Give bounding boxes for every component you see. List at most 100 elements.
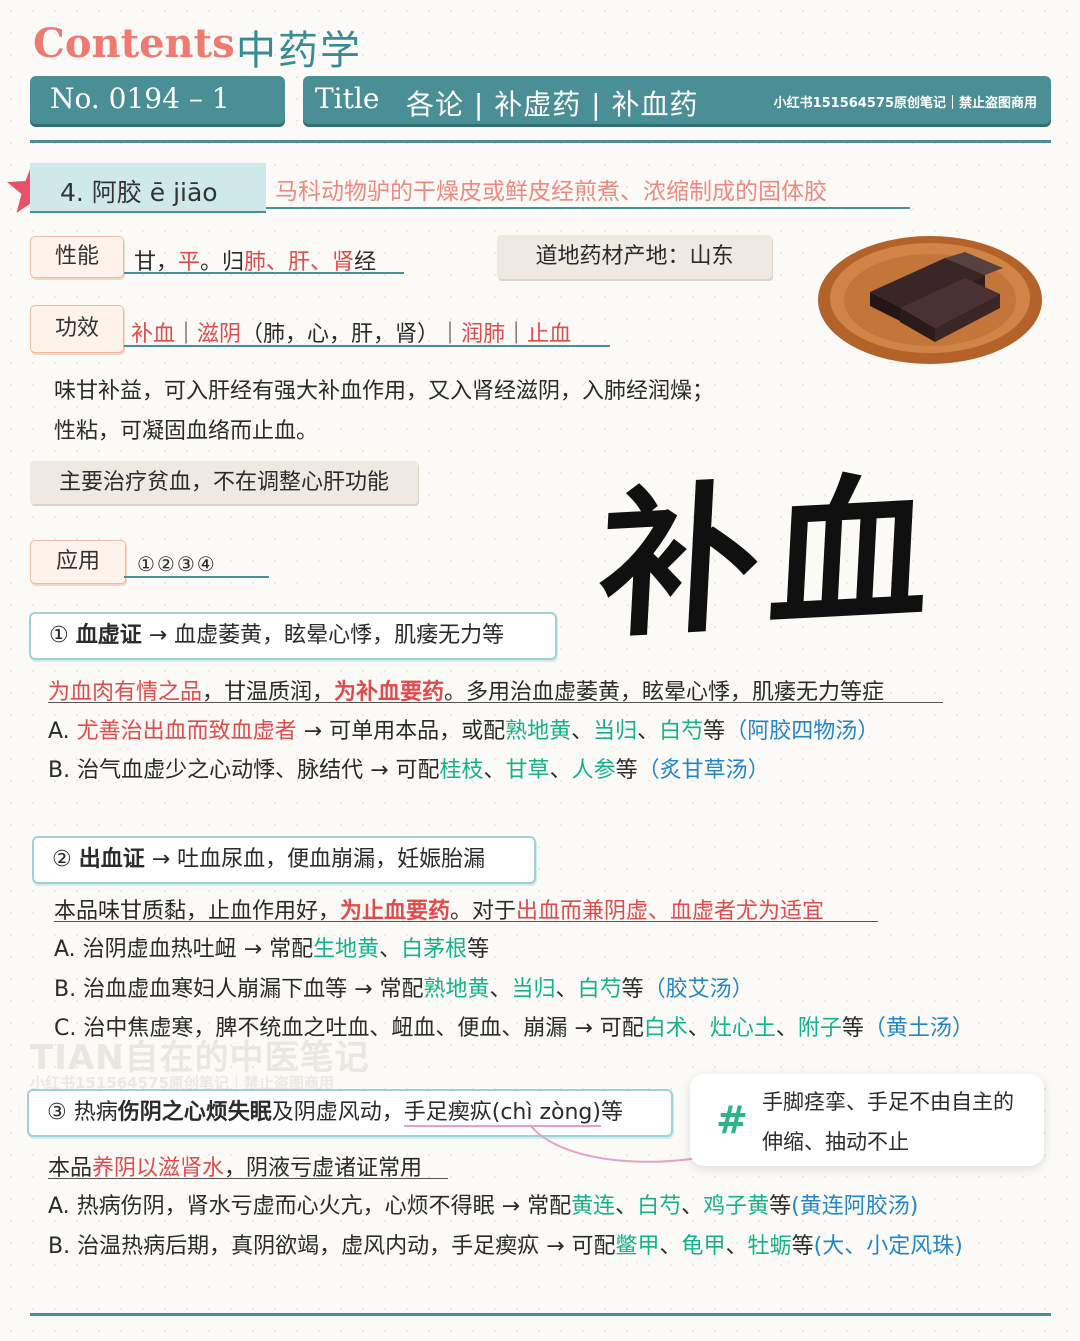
s2b-part: 、 xyxy=(555,977,578,1002)
s2b-part: 、 xyxy=(489,977,512,1002)
s3a-part: A. 热病伤阴，肾水亏虚而心火亢，心烦不得眠 → 常配 xyxy=(48,1194,572,1219)
s1b-part: B. 治气血虚少之心动悸、脉结代 → 可配 xyxy=(48,758,440,783)
properties-underline xyxy=(124,272,404,274)
hash-icon: # xyxy=(716,1098,748,1142)
properties-label: 性能 xyxy=(30,236,124,278)
s3a-part: 、 xyxy=(615,1194,638,1219)
description-line: 味甘补益，可入肝经有强大补血作用，又入肾经滋阴，入肺经润燥； xyxy=(54,379,715,404)
s2b-part: B. 治血虚血寒妇人崩漏下血等 → 常配 xyxy=(54,977,424,1002)
applications-items: ①②③④ xyxy=(137,552,217,576)
prop-gui: 。归 xyxy=(200,250,245,275)
s2a-part: 、 xyxy=(379,937,402,962)
s2c-part: C. 治中焦虚寒，脾不统血之吐血、衄血、便血、崩漏 → 可配 xyxy=(54,1016,644,1041)
s2-intro-part: 。对于 xyxy=(450,899,517,924)
section2-name: 出血证 xyxy=(78,847,145,872)
efficacy-label: 功效 xyxy=(30,305,124,353)
s3b-part: 、 xyxy=(725,1234,748,1259)
efficacy-underline xyxy=(124,345,610,347)
prop-jing: 经 xyxy=(354,250,377,275)
section1-name: 血虚证 xyxy=(75,623,142,648)
title-text: 各论 | 补虚药 | 补血药 xyxy=(406,88,699,121)
calligraphy-text: 补血 xyxy=(594,453,945,661)
section3-end: 等 xyxy=(600,1100,623,1125)
herb-heading-box: 4. 阿胶 ē jiāo xyxy=(30,163,266,213)
s3a-part: 等 xyxy=(769,1194,792,1219)
section3-name: 伤阴之心烦失眠 xyxy=(117,1100,272,1125)
description-line: 性粘，可凝固血络而止血。 xyxy=(54,419,319,444)
contents-heading: Contents xyxy=(33,20,235,67)
s1a-herb: 白芍 xyxy=(659,719,704,744)
s3a-herb: 白芍 xyxy=(637,1194,682,1219)
applications-label: 应用 xyxy=(30,540,126,584)
s1b-herb: 桂枝 xyxy=(439,758,484,783)
s1-intro-part: 为补血要药 xyxy=(334,680,445,705)
efficacy-runfei: 润肺 xyxy=(461,322,506,347)
section3-term: 手足瘈疭(chì zòng) xyxy=(403,1100,601,1127)
efficacy-zhixue: 止血 xyxy=(527,322,572,347)
bottom-divider xyxy=(30,1313,1051,1316)
s1-intro-part: 。多用治血虚萎黄，眩晕心悸，肌痿无力等症 xyxy=(444,680,885,705)
ejiao-plate-image xyxy=(818,236,1042,364)
s1a-part: 尤善治出血而致血虚者 xyxy=(76,719,297,744)
title-label: Title xyxy=(315,82,380,115)
efficacy-sep: ｜ xyxy=(505,322,528,347)
s2c-part: 、 xyxy=(775,1016,798,1041)
s3a-formula: (黄连阿胶汤) xyxy=(791,1194,919,1219)
s2a-part: 等 xyxy=(467,937,490,962)
efficacy-ziyin: 滋阴 xyxy=(197,322,242,347)
s2c-herb: 白术 xyxy=(643,1016,688,1041)
section1-item-b: B. 治气血虚少之心动悸、脉结代 → 可配桂枝、甘草、人参等（炙甘草汤） xyxy=(48,752,770,784)
s2-intro-part: 出血而兼阴虚、血虚者尤为适宜 xyxy=(516,899,825,924)
section2-item-b: B. 治血虚血寒妇人崩漏下血等 → 常配熟地黄、当归、白芍等（胶艾汤） xyxy=(54,971,754,1003)
s2a-herb: 生地黄 xyxy=(313,937,380,962)
s2c-part: 、 xyxy=(687,1016,710,1041)
s3b-herb: 牡蛎 xyxy=(747,1234,792,1259)
section3-num: ③ 热病 xyxy=(47,1100,118,1125)
efficacy-text: 补血｜滋阴（肺，心，肝，肾）｜润肺｜止血 xyxy=(131,316,571,348)
applications-underline xyxy=(124,576,269,578)
s3b-herb: 鳖甲 xyxy=(615,1234,660,1259)
section1-intro: 为血肉有情之品，甘温质润，为补血要药。多用治血虚萎黄，眩晕心悸，肌痿无力等症 xyxy=(48,674,884,706)
s2b-herb: 白芍 xyxy=(577,977,622,1002)
title-bar: Title 各论 | 补虚药 | 补血药 小红书151564575原创笔记｜禁止… xyxy=(303,76,1051,124)
s1b-herb: 甘草 xyxy=(505,758,550,783)
watermark-title: TIAN自在的中医笔记 xyxy=(30,1038,370,1078)
tip-card: # 手脚痉挛、手足不由自主的伸缩、抽动不止 xyxy=(690,1074,1044,1166)
definition-underline xyxy=(266,207,910,209)
s1a-part: 、 xyxy=(571,719,594,744)
s2c-part: 等 xyxy=(841,1016,864,1041)
efficacy-buxue: 补血 xyxy=(131,322,176,347)
s3b-herb: 龟甲 xyxy=(681,1234,726,1259)
s1b-part: 等 xyxy=(615,758,638,783)
section2-item-a: A. 治阴虚血热吐衄 → 常配生地黄、白茅根等 xyxy=(54,931,489,963)
s3a-part: 、 xyxy=(681,1194,704,1219)
section2-intro: 本品味甘质黏，止血作用好，为止血要药。对于出血而兼阴虚、血虚者尤为适宜 xyxy=(54,893,824,925)
note-box: 主要治疗贫血，不在调整心肝功能 xyxy=(30,461,418,504)
copyright-notice: 小红书151564575原创笔记｜禁止盗图商用 xyxy=(773,96,1037,111)
prop-nature: 平 xyxy=(178,250,201,275)
description: 味甘补益，可入肝经有强大补血作用，又入肾经滋阴，入肺经润燥； 性粘，可凝固血络而… xyxy=(54,372,714,452)
s2b-formula: （胶艾汤） xyxy=(643,977,754,1002)
subject-title: 中药学 xyxy=(236,28,362,74)
s1-intro-part: ，甘温质润， xyxy=(202,680,335,705)
s3-intro-part: ，阴液亏虚诸证常用 xyxy=(224,1156,423,1181)
top-divider xyxy=(30,140,1051,143)
tip-text: 手脚痉挛、手足不由自主的伸缩、抽动不止 xyxy=(762,1090,1014,1154)
section2-heading-box: ② 出血证 → 吐血尿血，便血崩漏，妊娠胎漏 xyxy=(32,836,536,884)
s3b-formula: (大、小定风珠) xyxy=(813,1234,963,1259)
section2-intro-underline xyxy=(54,921,878,922)
s3-intro-part: 本品 xyxy=(48,1156,93,1181)
s2-intro-part: 本品味甘质黏，止血作用好， xyxy=(54,899,341,924)
origin-box: 道地药材产地：山东 xyxy=(497,235,772,279)
s3b-part: 、 xyxy=(659,1234,682,1259)
section1-intro-underline xyxy=(48,702,943,703)
section3-intro-underline xyxy=(48,1178,448,1179)
s1a-part: → 可单用本品，或配 xyxy=(296,719,506,744)
efficacy-organs: （肺，心，肝，肾）｜ xyxy=(241,322,462,347)
s3a-herb: 鸡子黄 xyxy=(703,1194,770,1219)
section2-num: ② xyxy=(52,847,79,872)
s2b-part: 等 xyxy=(621,977,644,1002)
s1a-part: 、 xyxy=(637,719,660,744)
s1a-part: 等 xyxy=(703,719,726,744)
section1-heading-box: ① 血虚证 → 血虚萎黄，眩晕心悸，肌痿无力等 xyxy=(29,612,557,660)
